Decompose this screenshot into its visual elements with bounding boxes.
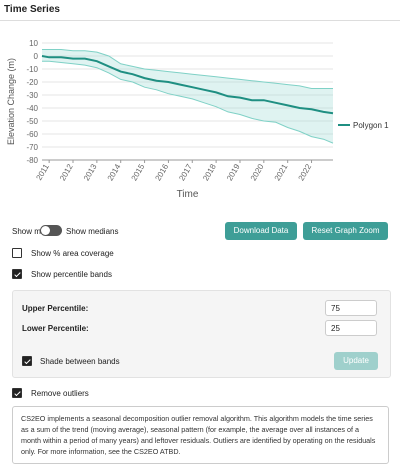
button[interactable]: Download Data — [225, 222, 297, 240]
x-tick-label: 2021 — [273, 162, 290, 182]
button[interactable]: Reset Graph Zoom — [303, 222, 388, 240]
x-tick-label: 2015 — [130, 162, 147, 182]
section-title: Time Series — [4, 4, 60, 15]
y-tick-label: -70 — [26, 143, 38, 152]
toggle-knob — [41, 226, 50, 235]
percentile-band — [42, 49, 333, 144]
x-tick-label: 2019 — [225, 162, 242, 182]
checkbox-label: Shade between bands — [40, 357, 120, 366]
y-tick-label: 0 — [34, 52, 39, 61]
field-label: Lower Percentile: — [22, 324, 89, 333]
x-tick-label: 2018 — [201, 162, 218, 182]
checkbox-label: Remove outliers — [31, 389, 89, 398]
x-tick-label: 2012 — [58, 162, 75, 182]
legend-label: Polygon 1 — [353, 121, 389, 130]
toggle[interactable] — [40, 225, 62, 236]
y-tick-label: -80 — [26, 156, 38, 165]
checkbox-label: Show percentile bands — [31, 270, 112, 279]
button[interactable]: Update — [334, 352, 378, 370]
divider — [0, 20, 400, 21]
checkbox[interactable] — [12, 248, 22, 258]
y-tick-label: -30 — [26, 91, 38, 100]
x-tick-label: 2020 — [249, 162, 266, 182]
y-tick-label: -60 — [26, 130, 38, 139]
checkbox[interactable] — [12, 388, 22, 398]
x-tick-label: 2016 — [153, 162, 170, 182]
field-label: Upper Percentile: — [22, 304, 89, 313]
checkbox[interactable] — [12, 269, 22, 279]
toggle-label: Show means — [12, 227, 59, 236]
number-input[interactable]: 25 — [325, 320, 377, 336]
x-tick-label: 2022 — [297, 162, 314, 182]
checkbox[interactable] — [22, 356, 32, 366]
y-tick-label: -50 — [26, 117, 38, 126]
toggle-label: Show medians — [66, 227, 119, 236]
y-tick-label: 10 — [29, 39, 38, 48]
x-axis-label: Time — [177, 189, 199, 200]
x-tick-label: 2013 — [82, 162, 99, 182]
y-tick-label: -10 — [26, 65, 38, 74]
x-tick-label: 2017 — [177, 162, 194, 182]
number-input[interactable]: 75 — [325, 300, 377, 316]
x-tick-label: 2011 — [34, 162, 51, 182]
series-line — [41, 55, 334, 115]
checkbox-label: Show % area coverage — [31, 249, 114, 258]
y-tick-label: -40 — [26, 104, 38, 113]
description: CS2EO implements a seasonal decompositio… — [12, 406, 389, 464]
x-tick-label: 2014 — [106, 162, 123, 182]
y-tick-label: -20 — [26, 78, 38, 87]
band-upper — [42, 49, 333, 89]
y-axis-label: Elevation Change (m) — [6, 58, 16, 145]
band-lower — [42, 60, 334, 144]
